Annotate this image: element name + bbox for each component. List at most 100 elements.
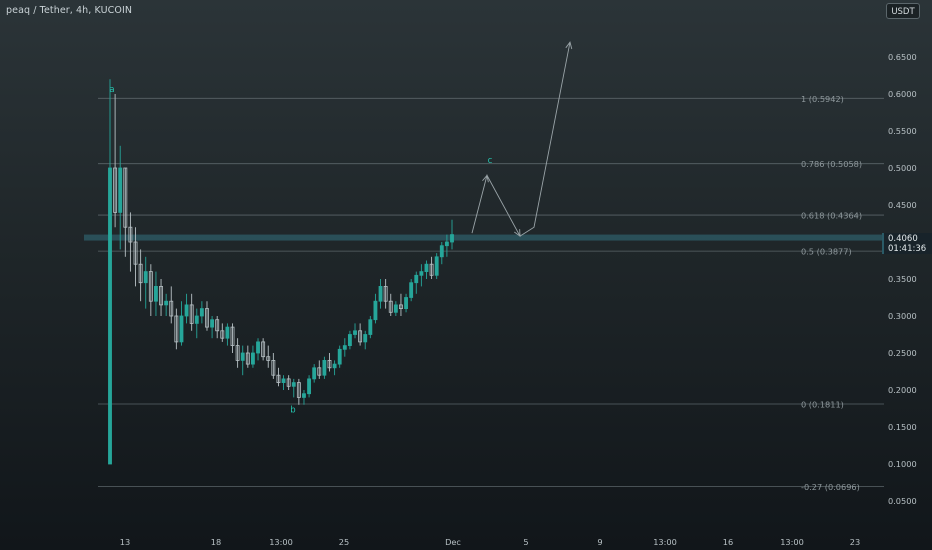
- candle-body: [133, 241, 138, 265]
- candle-body: [128, 226, 133, 243]
- candle-body: [210, 319, 215, 328]
- x-tick-label: 13: [120, 537, 130, 547]
- candle-body: [225, 326, 230, 339]
- candle-body: [378, 285, 383, 302]
- candle-body: [317, 367, 322, 376]
- wave-label-b: b: [290, 406, 295, 416]
- y-tick-label: 0.1000: [888, 459, 917, 469]
- candle-body: [256, 341, 260, 354]
- candle-body: [235, 345, 240, 361]
- y-tick-label: 0.6500: [888, 52, 917, 62]
- fib-level-label: 0.5 (0.3877): [801, 247, 852, 257]
- y-tick-label: 0.1500: [888, 422, 917, 432]
- candle-body: [353, 330, 357, 335]
- candle-body: [159, 285, 163, 306]
- candle-body: [358, 330, 363, 343]
- time-axis[interactable]: 13 18 13:00 25 Dec 5 9 13:00 16 13:00 23: [120, 537, 860, 547]
- fib-level-label: 0.786 (0.5058): [801, 159, 862, 169]
- wave-projection-drawing[interactable]: [471, 41, 573, 237]
- candle-body: [419, 271, 424, 276]
- y-tick-label: 0.2000: [888, 385, 917, 395]
- candle-body: [347, 334, 352, 346]
- candle-body: [322, 359, 327, 376]
- candle-body: [404, 297, 408, 310]
- fib-retracement-group[interactable]: 1 (0.5942) 0.786 (0.5058) 0.618 (0.4364) 0.…: [98, 94, 884, 492]
- bar-countdown: 01:41:36: [888, 244, 927, 254]
- fib-level-label: -0.27 (0.0696): [801, 482, 860, 492]
- candle-body: [245, 352, 250, 365]
- candle-body: [276, 374, 281, 384]
- x-tick-label: 5: [523, 537, 528, 547]
- fib-level-label: 1 (0.5942): [801, 94, 844, 104]
- projection-path: [471, 42, 571, 237]
- candle-body: [434, 256, 439, 276]
- candle-body: [286, 378, 291, 387]
- candle-body: [444, 241, 449, 247]
- y-tick-label: 0.5000: [888, 163, 917, 173]
- candle-body: [113, 167, 118, 213]
- candle-body: [250, 352, 255, 365]
- fib-level-label: 0 (0.1811): [801, 399, 844, 409]
- candle-body: [281, 378, 286, 383]
- x-tick-label: Dec: [445, 537, 461, 547]
- candle-body: [307, 378, 312, 395]
- candle-body: [189, 304, 194, 324]
- fib-level-label: 0.618 (0.4364): [801, 211, 862, 221]
- candle-body: [143, 271, 148, 284]
- x-tick-label: 18: [211, 537, 221, 547]
- y-tick-label: 0.5500: [888, 126, 917, 136]
- candle-body: [148, 271, 153, 302]
- candle-body: [220, 330, 225, 339]
- candle-body: [174, 315, 179, 343]
- candle-body: [399, 304, 403, 309]
- candle-body: [388, 300, 393, 313]
- candle-body: [296, 382, 301, 398]
- candle-body: [164, 300, 169, 306]
- candlestick-series: [108, 79, 454, 465]
- candle-body: [409, 282, 414, 298]
- x-tick-label: 13:00: [780, 537, 804, 547]
- arrow-head-down: [514, 229, 521, 237]
- candle-body: [363, 334, 368, 343]
- candle-body: [215, 319, 220, 332]
- symbol-title: peaq / Tether, 4h, KUCOIN: [6, 5, 133, 16]
- candle-body: [302, 393, 306, 398]
- candle-body: [312, 367, 317, 380]
- y-tick-label: 0.0500: [888, 496, 917, 506]
- candle-body: [194, 315, 199, 324]
- candle-body: [383, 285, 388, 302]
- x-tick-label: 16: [723, 537, 733, 547]
- candle-body: [123, 167, 128, 228]
- y-tick-label: 0.4500: [888, 200, 917, 210]
- candle-body: [424, 263, 429, 273]
- candle-body: [205, 308, 209, 328]
- current-price-line: [84, 234, 882, 241]
- candle-body: [230, 326, 235, 347]
- candle-body: [342, 345, 347, 350]
- candle-body: [108, 167, 112, 465]
- candle-body: [450, 234, 454, 243]
- candle-body: [429, 263, 434, 276]
- candle-body: [368, 319, 373, 335]
- candle-body: [118, 167, 123, 213]
- candle-body: [240, 352, 245, 361]
- current-price-value: 0.4060: [888, 234, 918, 244]
- candle-body: [138, 263, 143, 284]
- candle-body: [291, 382, 296, 387]
- y-tick-label: 0.3000: [888, 311, 917, 321]
- candle-body: [261, 341, 266, 358]
- arrow-head-up: [482, 174, 489, 183]
- candle-body: [337, 348, 342, 365]
- price-axis[interactable]: 0.0500 0.1000 0.1500 0.2000 0.2500 0.3000 0.35…: [888, 52, 917, 506]
- wave-label-a: a: [109, 85, 114, 95]
- candle-body: [199, 308, 204, 317]
- candle-body: [439, 245, 444, 258]
- candle-body: [414, 274, 419, 284]
- currency-button[interactable]: USDT: [886, 3, 920, 19]
- candle-body: [154, 285, 158, 302]
- candle-body: [332, 363, 337, 369]
- x-tick-label: 13:00: [269, 537, 293, 547]
- candle-body: [373, 300, 378, 321]
- candle-body: [271, 359, 276, 376]
